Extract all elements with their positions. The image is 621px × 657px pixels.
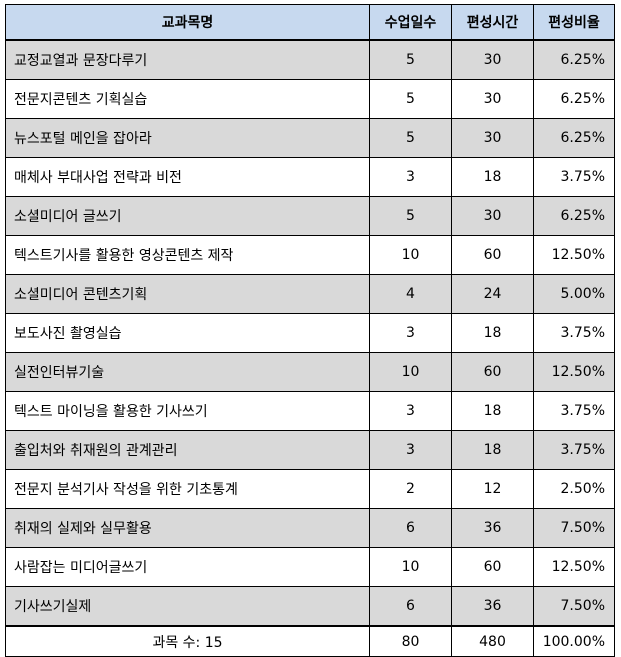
table-header-row: 교과목명 수업일수 편성시간 편성비율 — [5, 4, 615, 41]
course-name-cell: 취재의 실제와 실무활용 — [5, 508, 370, 548]
days-cell: 5 — [369, 39, 452, 80]
ratio-cell: 2.50% — [533, 469, 615, 509]
table-row: 전문지 분석기사 작성을 위한 기초통계 2 12 2.50% — [5, 469, 615, 509]
table-row: 교정교열과 문장다루기 5 30 6.25% — [5, 39, 615, 80]
course-name-cell: 사람잡는 미디어글쓰기 — [5, 547, 370, 587]
days-cell: 6 — [369, 508, 452, 548]
table-row: 소셜미디어 글쓰기 5 30 6.25% — [5, 196, 615, 236]
total-hours-cell: 480 — [451, 625, 534, 657]
table-row: 텍스트 마이닝을 활용한 기사쓰기 3 18 3.75% — [5, 391, 615, 431]
course-name-cell: 텍스트기사를 활용한 영상콘텐츠 제작 — [5, 235, 370, 275]
ratio-cell: 7.50% — [533, 586, 615, 627]
hours-cell: 30 — [451, 79, 534, 119]
table-row: 출입처와 취재원의 관계관리 3 18 3.75% — [5, 430, 615, 470]
table-row: 뉴스포털 메인을 잡아라 5 30 6.25% — [5, 118, 615, 158]
days-cell: 3 — [369, 313, 452, 353]
table-row: 취재의 실제와 실무활용 6 36 7.50% — [5, 508, 615, 548]
course-name-cell: 텍스트 마이닝을 활용한 기사쓰기 — [5, 391, 370, 431]
ratio-cell: 3.75% — [533, 391, 615, 431]
course-name-cell: 보도사진 촬영실습 — [5, 313, 370, 353]
ratio-cell: 3.75% — [533, 157, 615, 197]
ratio-cell: 6.25% — [533, 39, 615, 80]
ratio-cell: 12.50% — [533, 235, 615, 275]
days-cell: 10 — [369, 547, 452, 587]
ratio-cell: 6.25% — [533, 118, 615, 158]
table-row: 텍스트기사를 활용한 영상콘텐츠 제작 10 60 12.50% — [5, 235, 615, 275]
course-name-cell: 전문지콘텐츠 기획실습 — [5, 79, 370, 119]
course-name-cell: 실전인터뷰기술 — [5, 352, 370, 392]
days-cell: 5 — [369, 79, 452, 119]
header-scheduled-hours: 편성시간 — [451, 4, 534, 41]
course-name-cell: 출입처와 취재원의 관계관리 — [5, 430, 370, 470]
ratio-cell: 3.75% — [533, 313, 615, 353]
days-cell: 3 — [369, 391, 452, 431]
days-cell: 4 — [369, 274, 452, 314]
total-ratio-cell: 100.00% — [533, 625, 615, 657]
course-name-cell: 전문지 분석기사 작성을 위한 기초통계 — [5, 469, 370, 509]
hours-cell: 60 — [451, 235, 534, 275]
curriculum-table-container: 교과목명 수업일수 편성시간 편성비율 교정교열과 문장다루기 5 30 6.2… — [5, 4, 615, 657]
table-row: 소셜미디어 콘텐츠기획 4 24 5.00% — [5, 274, 615, 314]
ratio-cell: 7.50% — [533, 508, 615, 548]
header-ratio: 편성비율 — [533, 4, 615, 41]
hours-cell: 60 — [451, 352, 534, 392]
days-cell: 6 — [369, 586, 452, 627]
hours-cell: 18 — [451, 391, 534, 431]
hours-cell: 30 — [451, 196, 534, 236]
days-cell: 2 — [369, 469, 452, 509]
hours-cell: 12 — [451, 469, 534, 509]
ratio-cell: 6.25% — [533, 79, 615, 119]
ratio-cell: 5.00% — [533, 274, 615, 314]
header-course-name: 교과목명 — [5, 4, 370, 41]
ratio-cell: 12.50% — [533, 352, 615, 392]
days-cell: 10 — [369, 352, 452, 392]
hours-cell: 36 — [451, 508, 534, 548]
course-name-cell: 매체사 부대사업 전략과 비전 — [5, 157, 370, 197]
hours-cell: 30 — [451, 39, 534, 80]
table-row: 실전인터뷰기술 10 60 12.50% — [5, 352, 615, 392]
hours-cell: 18 — [451, 313, 534, 353]
table-total-row: 과목 수: 15 80 480 100.00% — [5, 625, 615, 657]
table-row: 사람잡는 미디어글쓰기 10 60 12.50% — [5, 547, 615, 587]
hours-cell: 18 — [451, 430, 534, 470]
hours-cell: 24 — [451, 274, 534, 314]
course-count-label: 과목 수: 15 — [5, 625, 370, 657]
days-cell: 3 — [369, 157, 452, 197]
days-cell: 5 — [369, 118, 452, 158]
hours-cell: 36 — [451, 586, 534, 627]
days-cell: 5 — [369, 196, 452, 236]
days-cell: 10 — [369, 235, 452, 275]
hours-cell: 18 — [451, 157, 534, 197]
table-row: 보도사진 촬영실습 3 18 3.75% — [5, 313, 615, 353]
course-name-cell: 교정교열과 문장다루기 — [5, 39, 370, 80]
table-row: 매체사 부대사업 전략과 비전 3 18 3.75% — [5, 157, 615, 197]
course-name-cell: 기사쓰기실제 — [5, 586, 370, 627]
days-cell: 3 — [369, 430, 452, 470]
ratio-cell: 3.75% — [533, 430, 615, 470]
header-class-days: 수업일수 — [369, 4, 452, 41]
hours-cell: 30 — [451, 118, 534, 158]
ratio-cell: 6.25% — [533, 196, 615, 236]
course-name-cell: 뉴스포털 메인을 잡아라 — [5, 118, 370, 158]
course-name-cell: 소셜미디어 콘텐츠기획 — [5, 274, 370, 314]
course-name-cell: 소셜미디어 글쓰기 — [5, 196, 370, 236]
hours-cell: 60 — [451, 547, 534, 587]
ratio-cell: 12.50% — [533, 547, 615, 587]
table-row: 기사쓰기실제 6 36 7.50% — [5, 586, 615, 627]
curriculum-table: 교과목명 수업일수 편성시간 편성비율 교정교열과 문장다루기 5 30 6.2… — [5, 4, 615, 657]
total-days-cell: 80 — [369, 625, 452, 657]
table-row: 전문지콘텐츠 기획실습 5 30 6.25% — [5, 79, 615, 119]
